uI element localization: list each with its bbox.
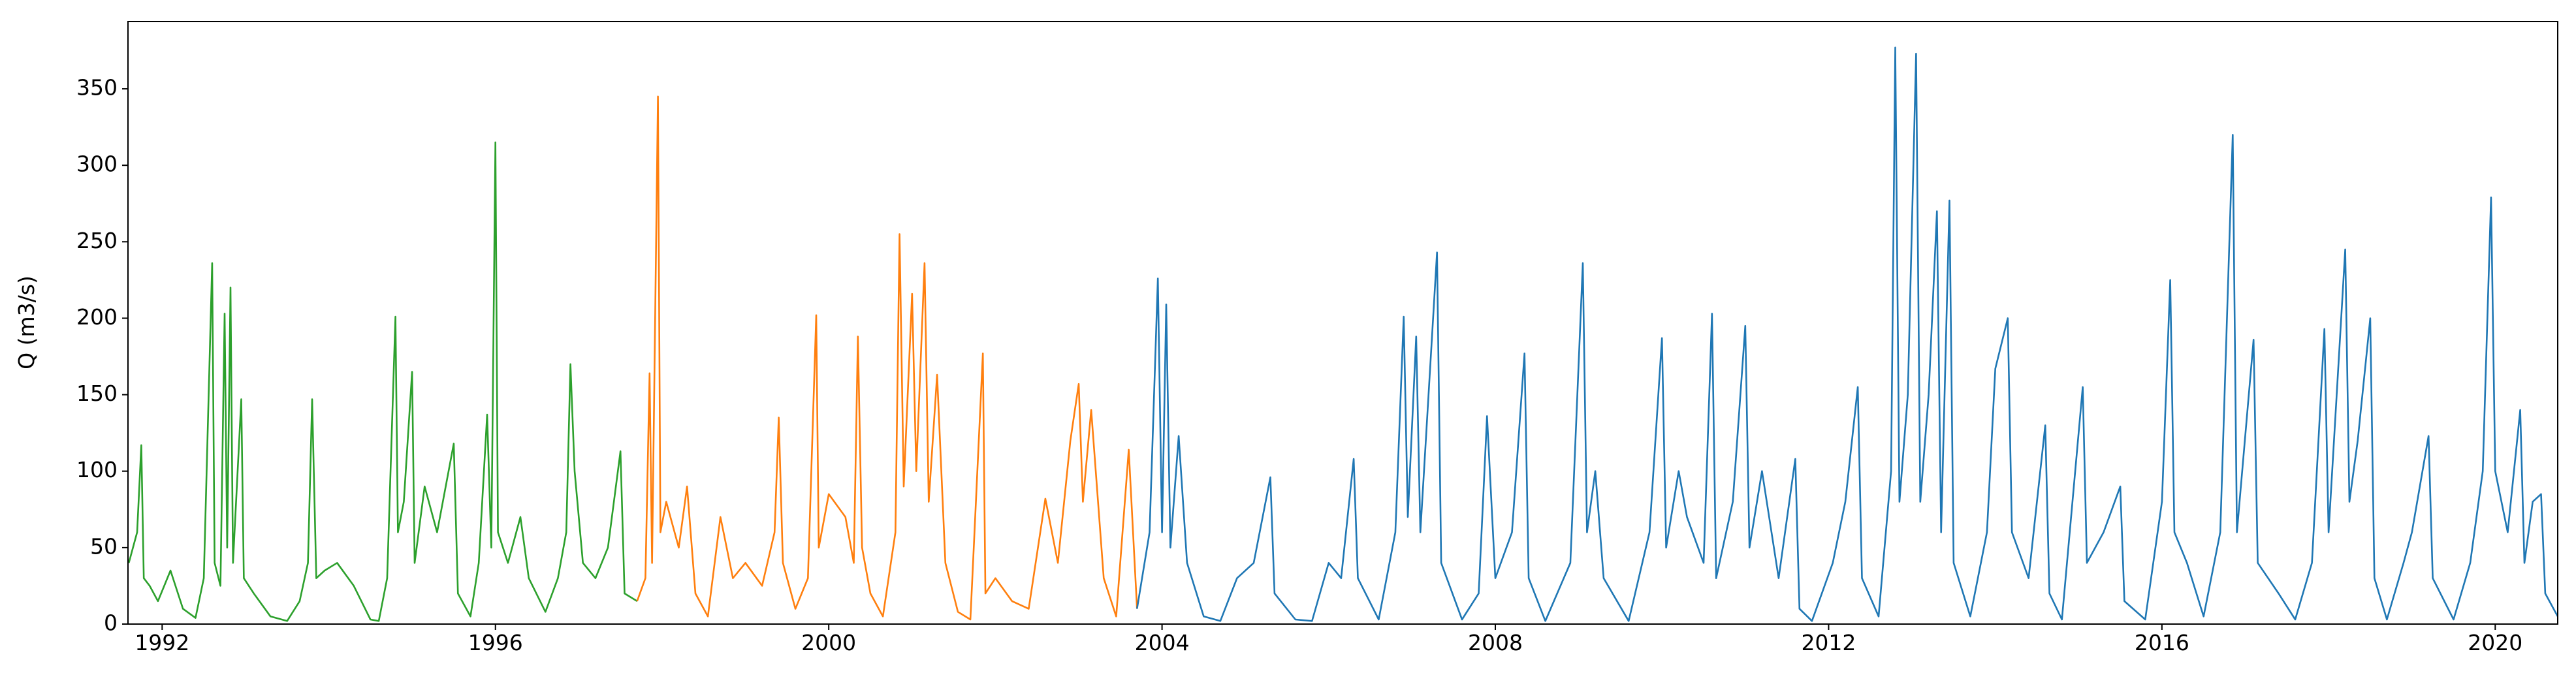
x-tick-label: 1996 bbox=[468, 630, 523, 655]
x-tick-label: 2020 bbox=[2468, 630, 2522, 655]
series-line bbox=[128, 141, 638, 622]
y-tick-label: 50 bbox=[90, 533, 118, 559]
x-tick-label: 2016 bbox=[2135, 630, 2189, 655]
y-axis-label: Q (m3/s) bbox=[14, 275, 39, 369]
x-tick-label: 1992 bbox=[135, 630, 189, 655]
x-tick-label: 2012 bbox=[1801, 630, 1856, 655]
y-tick-label: 0 bbox=[104, 610, 118, 636]
y-tick-label: 100 bbox=[76, 457, 118, 482]
y-tick-label: 200 bbox=[76, 304, 118, 330]
series-line bbox=[636, 95, 1138, 621]
y-tick-label: 350 bbox=[76, 75, 118, 101]
x-tick-label: 2000 bbox=[801, 630, 856, 655]
y-tick-label: 150 bbox=[76, 381, 118, 406]
series-line bbox=[1136, 46, 2558, 622]
x-tick-label: 2004 bbox=[1135, 630, 1190, 655]
y-tick-label: 300 bbox=[76, 151, 118, 177]
x-tick-label: 2008 bbox=[1468, 630, 1523, 655]
y-tick-label: 250 bbox=[76, 228, 118, 253]
plot-frame bbox=[127, 21, 2558, 625]
